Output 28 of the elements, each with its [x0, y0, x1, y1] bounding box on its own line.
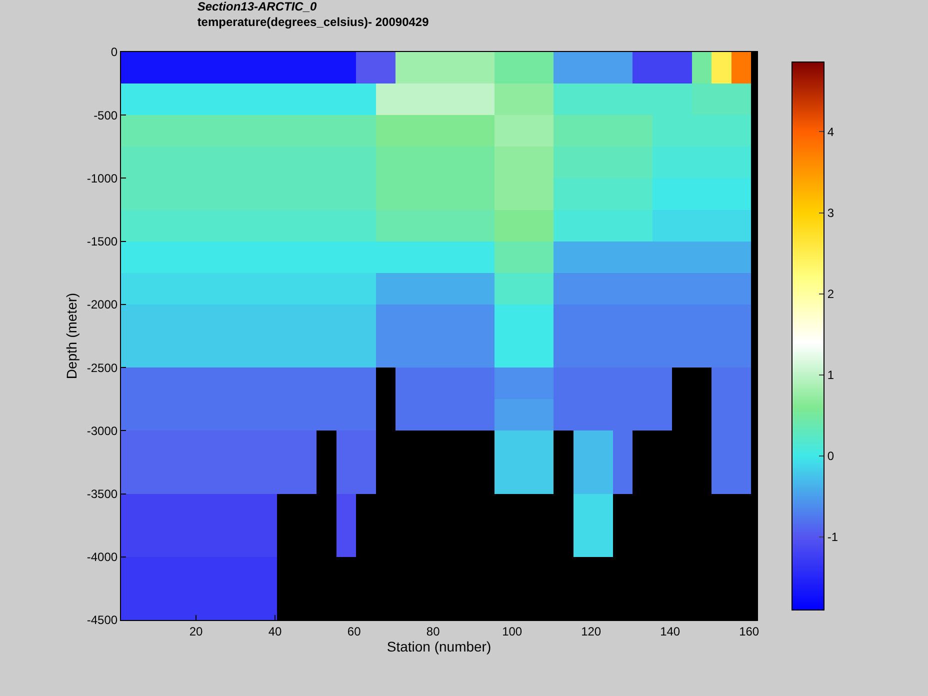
- x-axis-title: Station (number): [386, 638, 492, 655]
- y-axis-title: Depth (meter): [63, 292, 80, 380]
- x-tick-label: 140: [660, 624, 680, 638]
- x-tick-label: 100: [502, 624, 522, 638]
- x-tick-label: 120: [581, 624, 602, 638]
- color-bar-label: 4: [827, 124, 834, 139]
- x-tick-label: 20: [189, 624, 204, 638]
- y-tick-label: -500: [94, 108, 118, 122]
- y-tick-label: -2500: [86, 360, 118, 375]
- x-tick-label: 40: [268, 624, 282, 638]
- y-tick-label: -1000: [86, 171, 118, 186]
- y-tick-label: -2000: [86, 298, 118, 312]
- color-bar-label: -1: [827, 530, 838, 544]
- chart-title: Section13-ARCTIC_0: [197, 0, 318, 14]
- color-bar-label: 1: [827, 368, 834, 382]
- y-tick-label: -3500: [86, 486, 118, 501]
- x-tick-label: 80: [426, 624, 440, 638]
- y-tick-label: 0: [110, 45, 118, 60]
- color-bar-label: 2: [827, 287, 834, 302]
- y-tick-label: -1500: [86, 234, 118, 249]
- color-bar-label: 3: [827, 206, 834, 220]
- y-tick-label: -4000: [86, 550, 118, 564]
- x-tick-label: 160: [739, 624, 760, 638]
- color-bar-label: 0: [827, 449, 834, 464]
- chart-subtitle: temperature(degrees_celsius)- 20090429: [197, 15, 430, 30]
- x-tick-label: 60: [347, 624, 362, 638]
- y-tick-label: -3000: [86, 424, 118, 438]
- y-tick-label: -4500: [86, 613, 118, 628]
